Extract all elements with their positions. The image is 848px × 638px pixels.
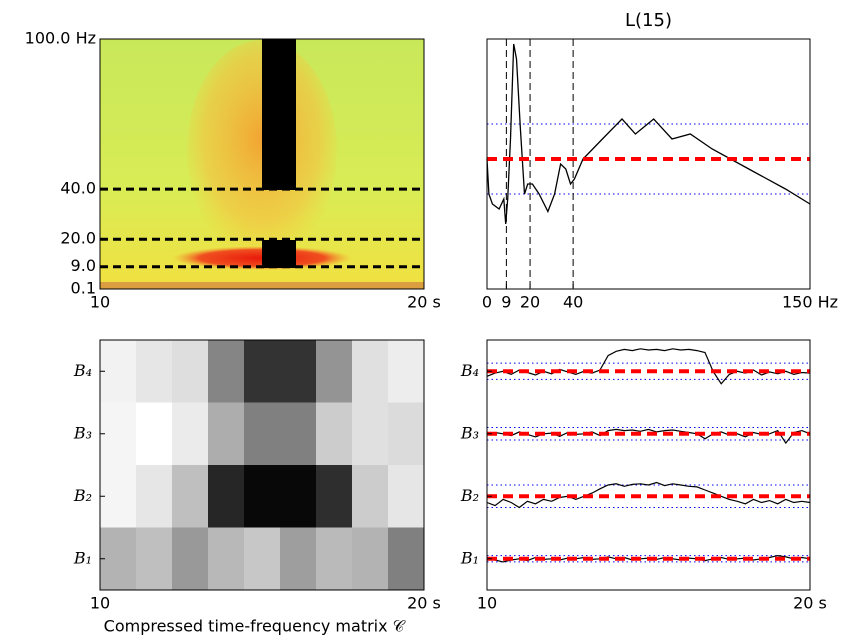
matrix-cell (136, 465, 173, 528)
matrix-cell (136, 340, 173, 403)
chart-title: L(15) (625, 10, 672, 31)
matrix-cell (352, 527, 389, 591)
matrix-cell (172, 340, 209, 403)
matrix-cell (172, 527, 209, 591)
matrix-cell (100, 340, 137, 403)
x-tick-label: 0 (482, 293, 492, 312)
matrix-cell (352, 340, 389, 403)
y-tick-label: 0.1 (71, 279, 96, 298)
axes-frame (99, 38, 425, 290)
matrix-cell (208, 340, 245, 403)
matrix-cell (172, 465, 209, 528)
matrix-cell (316, 340, 353, 403)
matrix-cell (352, 465, 389, 528)
matrix-cell (136, 402, 173, 466)
x-tick-label: 10 (90, 594, 110, 613)
matrix-cell (316, 402, 353, 466)
matrix-cell (280, 527, 317, 591)
x-tick-label: 10 (477, 594, 497, 613)
y-tick-label: B₂ (73, 486, 92, 505)
matrix-cell (208, 402, 245, 466)
axes-frame (486, 339, 811, 591)
matrix-cell (100, 527, 137, 591)
y-tick-label: 40.0 (60, 179, 96, 198)
matrix-cell (388, 340, 425, 403)
matrix-cell (280, 465, 317, 528)
y-tick-label: B₂ (460, 486, 479, 505)
matrix-cell (280, 402, 317, 466)
y-tick-label: B₄ (460, 361, 479, 380)
matrix-cell (208, 527, 245, 591)
x-tick-label: 40 (563, 293, 583, 312)
matrix-cell (172, 402, 209, 466)
y-tick-label: 100.0 Hz (25, 29, 96, 48)
matrix-cell (244, 402, 281, 466)
y-tick-label: B₄ (73, 361, 92, 380)
matrix-cell (244, 340, 281, 403)
band-trace (486, 428, 811, 445)
matrix-cell (100, 465, 137, 528)
y-tick-label: B₁ (73, 548, 92, 567)
x-tick-label: 20 s (407, 293, 441, 312)
axes-frame (99, 339, 425, 591)
matrix-cell (352, 402, 389, 466)
matrix-cell (280, 340, 317, 403)
matrix-cell (388, 527, 425, 591)
matrix-cell (316, 465, 353, 528)
x-tick-label: 9 (501, 293, 511, 312)
y-tick-label: B₃ (460, 423, 479, 442)
y-tick-label: B₃ (73, 423, 92, 442)
matrix-cell (244, 465, 281, 528)
y-tick-label: 20.0 (60, 229, 96, 248)
matrix-cell (244, 527, 281, 591)
y-tick-label: B₁ (460, 548, 479, 567)
spectrogram-image (100, 39, 424, 289)
matrix-cell (388, 465, 425, 528)
matrix-cell (388, 402, 425, 466)
x-tick-label: 20 (520, 293, 540, 312)
band-trace (486, 348, 811, 385)
matrix-cell (100, 402, 137, 466)
x-axis-label: Compressed time-frequency matrix 𝒞 (104, 617, 406, 636)
matrix-cell (136, 527, 173, 591)
x-tick-label: 20 s (407, 594, 441, 613)
x-tick-label: 10 (90, 293, 110, 312)
spectrum-line (486, 43, 811, 225)
matrix-cell (208, 465, 245, 528)
x-tick-label: 150 Hz (782, 293, 838, 312)
x-tick-label: 20 s (793, 594, 827, 613)
y-tick-label: 9.0 (71, 256, 96, 275)
band-trace (486, 481, 811, 509)
axes-frame (486, 38, 811, 290)
matrix-cell (316, 527, 353, 591)
